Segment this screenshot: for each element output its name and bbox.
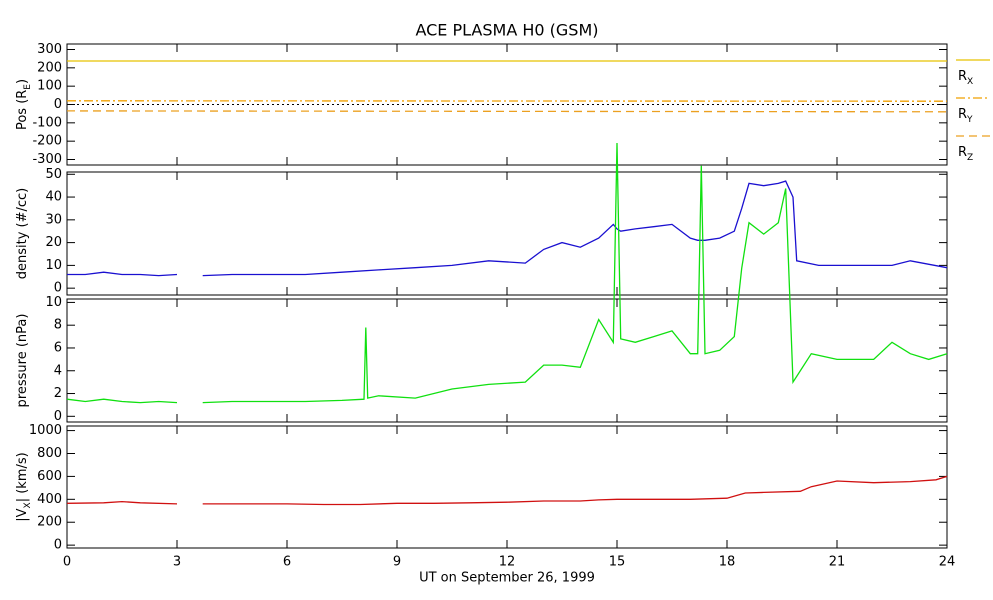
y-tick-label: 2 bbox=[54, 386, 62, 401]
y-tick-label: 4 bbox=[54, 363, 62, 378]
legend-label: RY bbox=[958, 107, 973, 125]
y-axis-label: density (#/cc) bbox=[15, 188, 30, 280]
y-tick-label: 300 bbox=[37, 42, 62, 57]
y-axis-label: Pos (RE) bbox=[15, 79, 33, 130]
y-tick-label: 800 bbox=[37, 446, 62, 461]
y-tick-label: 10 bbox=[45, 295, 62, 310]
data-line bbox=[67, 180, 948, 277]
legend-name: R bbox=[958, 69, 967, 84]
x-tick-label: 15 bbox=[609, 555, 626, 570]
x-tick-label: 24 bbox=[939, 555, 956, 570]
y-axis-label-part: density (#/cc) bbox=[15, 188, 30, 280]
y-tick-label: 10 bbox=[45, 258, 62, 273]
y-axis-label: |VX| (km/s) bbox=[15, 452, 33, 521]
x-tick-label: 0 bbox=[63, 555, 71, 570]
x-tick-label: 18 bbox=[719, 555, 736, 570]
y-tick-label: 6 bbox=[54, 340, 62, 355]
legend-label: RZ bbox=[958, 145, 973, 163]
y-tick-label: 0 bbox=[54, 97, 62, 112]
y-axis-label: pressure (nPa) bbox=[15, 314, 30, 408]
y-axis-label-part: | (km/s) bbox=[15, 452, 30, 502]
y-axis-label-part: E bbox=[23, 84, 33, 90]
legend-name: R bbox=[958, 107, 967, 122]
y-tick-label: 1000 bbox=[29, 423, 62, 438]
data-line bbox=[66, 475, 948, 506]
y-tick-label: 50 bbox=[45, 167, 62, 182]
x-tick-label: 12 bbox=[499, 555, 516, 570]
legend-name: R bbox=[958, 145, 967, 160]
y-axis-label-part: pressure (nPa) bbox=[15, 314, 30, 408]
y-tick-label: 200 bbox=[37, 60, 62, 75]
x-axis-label: UT on September 26, 1999 bbox=[419, 571, 595, 586]
x-tick-label: 21 bbox=[829, 555, 846, 570]
data-line bbox=[66, 142, 948, 404]
y-axis-label-part: ) bbox=[15, 79, 30, 84]
x-tick-label: 3 bbox=[173, 555, 181, 570]
data-line bbox=[66, 110, 948, 113]
y-axis-label-part: |V bbox=[15, 508, 30, 521]
x-tick-label: 6 bbox=[283, 555, 291, 570]
y-tick-label: 30 bbox=[45, 212, 62, 227]
y-tick-label: 0 bbox=[54, 281, 62, 296]
y-tick-label: 40 bbox=[45, 190, 62, 205]
legend-subscript: Y bbox=[966, 115, 973, 125]
y-tick-label: 600 bbox=[37, 469, 62, 484]
y-tick-label: 100 bbox=[37, 79, 62, 94]
y-tick-label: 0 bbox=[54, 538, 62, 553]
legend-subscript: X bbox=[967, 77, 973, 87]
y-tick-label: 0 bbox=[54, 409, 62, 424]
y-tick-label: -200 bbox=[32, 134, 62, 149]
y-tick-label: 20 bbox=[45, 235, 62, 250]
chart-title: ACE PLASMA H0 (GSM) bbox=[415, 21, 598, 40]
x-tick-label: 9 bbox=[393, 555, 401, 570]
legend-subscript: Z bbox=[967, 153, 973, 163]
y-tick-label: 200 bbox=[37, 515, 62, 530]
y-tick-label: -300 bbox=[32, 152, 62, 167]
y-tick-label: 400 bbox=[37, 492, 62, 507]
y-tick-label: -100 bbox=[32, 115, 62, 130]
y-tick-label: 8 bbox=[54, 318, 62, 333]
y-axis-label-part: X bbox=[23, 502, 33, 508]
legend-label: RX bbox=[958, 69, 973, 87]
y-axis-label-part: Pos (R bbox=[15, 90, 30, 130]
